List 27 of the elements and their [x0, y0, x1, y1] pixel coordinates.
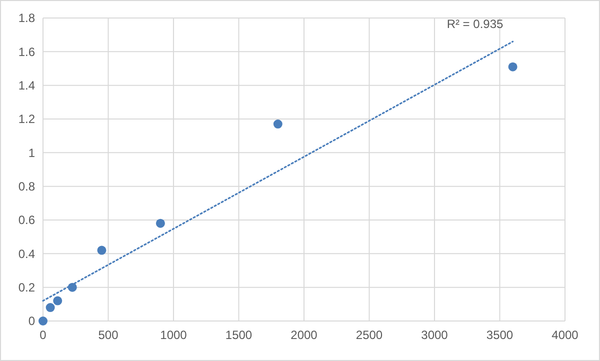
x-tick-label: 2000 [290, 328, 318, 342]
y-tick-label: 0 [28, 314, 36, 328]
y-tick-label: 1 [28, 146, 36, 160]
x-tick-label: 4000 [552, 328, 579, 342]
x-tick-label: 1000 [160, 328, 188, 342]
point [273, 120, 282, 129]
x-tick-label: 1500 [225, 328, 252, 342]
x-tick-label: 3500 [486, 328, 514, 342]
y-tick-label: 0.4 [18, 246, 36, 261]
point [508, 62, 518, 72]
y-tick-label: 0.8 [18, 180, 36, 194]
point [97, 246, 106, 255]
point [46, 303, 55, 312]
y-tick-label: 1.4 [18, 78, 36, 93]
y-tick-label: 0.2 [18, 280, 36, 295]
point [156, 218, 165, 228]
point [53, 296, 62, 306]
x-tick-label: 0 [40, 328, 47, 342]
y-tick-label: 1.6 [18, 44, 36, 59]
y-tick-label: 1.8 [18, 11, 36, 26]
y-tick-label: 1.2 [18, 112, 36, 126]
x-tick-label: 3000 [421, 328, 448, 342]
point [38, 316, 48, 326]
annotation: R² = 0.935 [446, 17, 504, 31]
y-tick-label: 0.6 [18, 213, 36, 228]
x-tick-label: 2500 [356, 328, 383, 342]
x-tick-label: 500 [98, 328, 119, 342]
